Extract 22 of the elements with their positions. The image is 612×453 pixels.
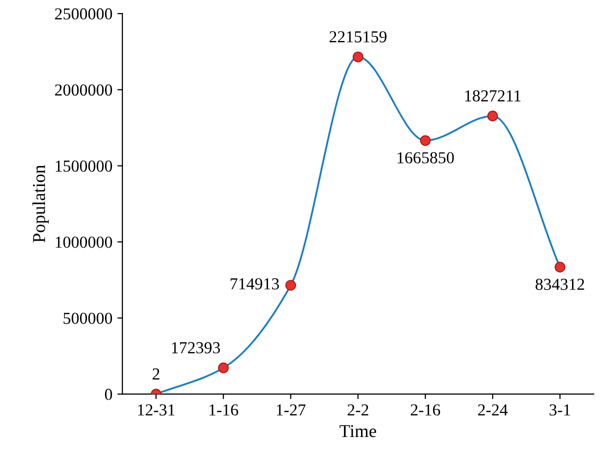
y-tick-label: 2500000 xyxy=(55,8,112,20)
data-label: 714913 xyxy=(230,278,279,290)
x-tick-label: 2-16 xyxy=(410,404,440,416)
x-tick-label: 2-24 xyxy=(478,404,508,416)
x-tick-label: 2-2 xyxy=(348,404,368,416)
x-tick-label: 1-16 xyxy=(210,404,238,416)
y-tick-label: 0 xyxy=(104,388,112,400)
data-label: 834312 xyxy=(536,278,584,290)
x-tick-label: 1-27 xyxy=(276,404,306,416)
data-label: 2 xyxy=(152,368,160,380)
y-tick-label: 500000 xyxy=(64,312,112,324)
y-tick-label: 2000000 xyxy=(55,84,112,96)
y-axis-title: Population xyxy=(32,165,49,242)
data-label: 172393 xyxy=(172,342,220,354)
x-tick-label: 3-1 xyxy=(550,404,570,416)
y-tick-label: 1500000 xyxy=(56,160,112,172)
data-label: 1665850 xyxy=(398,152,454,164)
x-axis-title: Time xyxy=(340,425,376,438)
data-label: 1827211 xyxy=(465,90,521,102)
data-label: 2215159 xyxy=(330,31,387,42)
y-tick-label: 1000000 xyxy=(56,236,112,248)
x-tick-label: 12-31 xyxy=(138,404,174,416)
